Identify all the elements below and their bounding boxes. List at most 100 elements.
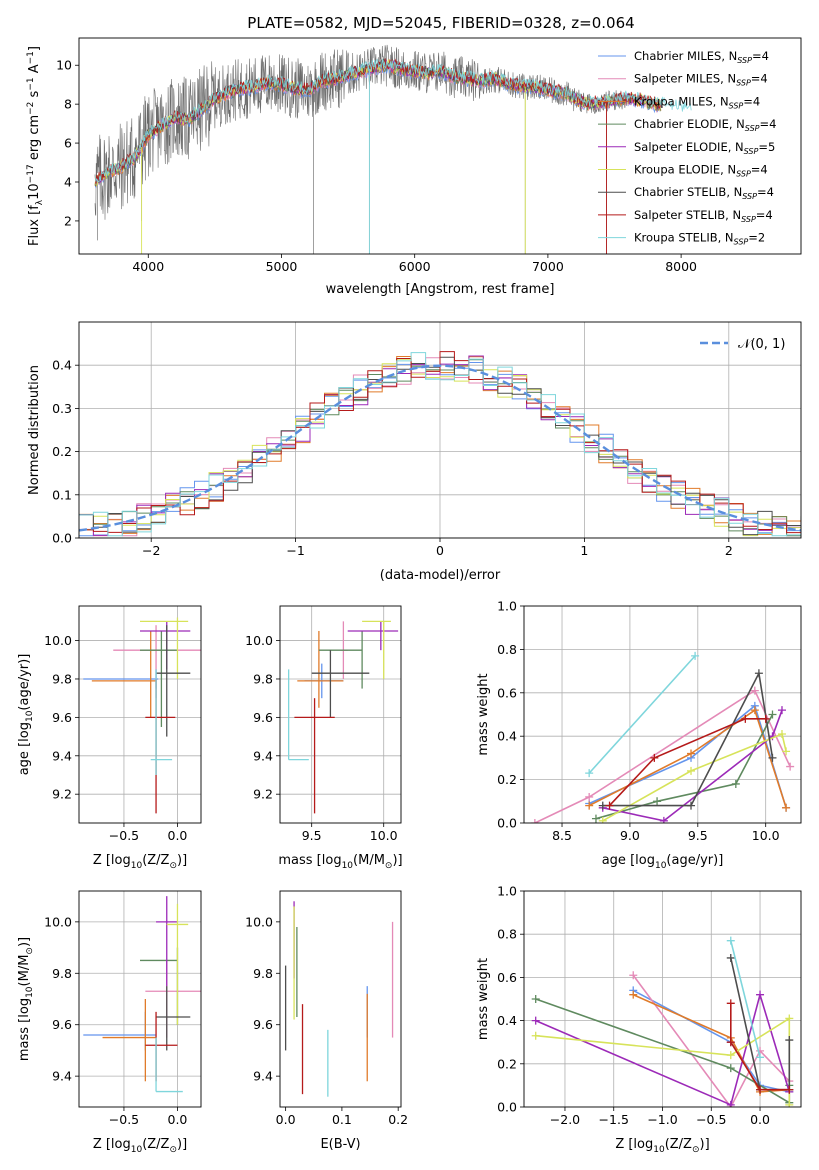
weight-line-3 xyxy=(588,708,787,809)
legend-label: Kroupa ELODIE, NSSP=4 xyxy=(634,163,768,179)
y-tick-label: 1.0 xyxy=(497,884,517,899)
y-tick-label: 0.4 xyxy=(52,358,72,373)
x-tick-label: 7000 xyxy=(532,259,564,274)
y-tick-label: 0.0 xyxy=(497,816,517,831)
weight-marker xyxy=(756,990,765,999)
legend-label: Kroupa MILES, NSSP=4 xyxy=(634,94,760,110)
x-tick-label: 0 xyxy=(436,543,444,558)
weight-marker xyxy=(768,710,777,719)
x-tick-label: 9.5 xyxy=(302,828,322,843)
legend-label: Chabrier STELIB, NSSP=4 xyxy=(634,185,774,201)
weight-line-4 xyxy=(595,714,774,820)
x-axis-label: (data-model)/error xyxy=(380,568,501,583)
legend-label: 𝒩(0, 1) xyxy=(738,337,785,352)
x-tick-label: 0.0 xyxy=(168,828,188,843)
weight-marker xyxy=(785,1085,794,1094)
weight-marker xyxy=(756,1053,765,1062)
mass-vs-extinction-panel-plot-area xyxy=(284,901,394,1097)
legend-label: Kroupa STELIB, NSSP=2 xyxy=(634,231,765,247)
y-tick-label: 9.4 xyxy=(52,748,72,763)
y-tick-label: 0.2 xyxy=(52,444,72,459)
weight-marker xyxy=(659,816,668,823)
weight-marker xyxy=(754,669,763,678)
weight-marker xyxy=(777,730,786,739)
mass-vs-extinction-panel: 0.0 0.1 0.2 9.4 9.6 9.8 10.0 E(B-V) xyxy=(245,890,408,1152)
weight-marker xyxy=(650,753,659,762)
y-tick-label: 9.8 xyxy=(253,671,273,686)
y-tick-label: 9.6 xyxy=(52,710,72,725)
y-tick-label: 2 xyxy=(64,213,72,228)
age-vs-mass-panel-plot-area xyxy=(280,606,401,823)
x-tick-label: −1 xyxy=(286,543,304,558)
y-tick-label: 0.2 xyxy=(497,772,517,787)
axes-frame xyxy=(523,605,802,824)
x-tick-label: 10.0 xyxy=(752,828,780,843)
weight-marker xyxy=(585,801,594,810)
axes-frame xyxy=(78,890,202,1108)
weight-marker xyxy=(585,769,594,778)
y-tick-label: 9.4 xyxy=(253,1069,273,1084)
y-tick-label: 8 xyxy=(64,97,72,112)
y-tick-label: 0.8 xyxy=(497,927,517,942)
x-tick-label: 9.0 xyxy=(620,828,640,843)
y-tick-label: 0.1 xyxy=(52,487,72,502)
weight-line-9 xyxy=(730,940,761,1058)
x-tick-label: 2 xyxy=(725,543,733,558)
residual-histogram-panel-plot-area xyxy=(79,322,801,538)
y-axis-label: age [log10(age/yr)] xyxy=(17,654,35,776)
x-tick-label: 0.0 xyxy=(750,1112,770,1127)
axes-frame xyxy=(78,605,202,824)
spectrum-panel: 4000 5000 6000 7000 8000 2 4 6 8 10 wavelength [An… xyxy=(26,37,802,297)
y-axis-label: mass weight xyxy=(476,673,491,755)
x-axis-label: age [log10(age/yr)] xyxy=(602,853,724,871)
weight-marker xyxy=(598,816,607,823)
y-tick-label: 1.0 xyxy=(497,599,517,614)
x-tick-label: −2.0 xyxy=(550,1112,580,1127)
y-axis-label: mass weight xyxy=(476,958,491,1040)
weight-marker xyxy=(741,714,750,723)
weight-marker xyxy=(531,995,540,1003)
y-tick-label: 10.0 xyxy=(44,914,72,929)
mass-vs-metallicity-panel-plot-area xyxy=(79,891,201,1107)
weight-line-2 xyxy=(534,689,791,823)
weight-vs-age-panel: 8.5 9.0 9.5 10.0 0.0 0.2 0.4 0.6 0.8 1.0 age [log1… xyxy=(476,599,802,871)
weight-marker xyxy=(530,819,539,823)
weight-line-2 xyxy=(632,974,790,1107)
weight-marker xyxy=(629,990,638,999)
weight-marker xyxy=(726,953,735,962)
observed-spectrum xyxy=(94,44,635,220)
axes-frame xyxy=(279,890,402,1108)
residual-histogram-panel: −2 −1 0 1 2 0.0 0.1 0.2 0.3 0.4 (data-model)/error… xyxy=(27,321,802,583)
x-tick-label: 8.5 xyxy=(552,828,572,843)
model-spectrum-9 xyxy=(94,58,692,183)
weight-line-8 xyxy=(608,718,766,807)
y-tick-label: 9.6 xyxy=(253,1017,273,1032)
legend-label: Salpeter ELODIE, NSSP=5 xyxy=(634,140,775,156)
x-tick-label: −1.0 xyxy=(647,1112,677,1127)
y-tick-label: 9.4 xyxy=(52,1069,72,1084)
x-axis-label: mass [log10(M/M⊙)] xyxy=(278,853,402,871)
legend-label: Chabrier MILES, NSSP=4 xyxy=(634,49,769,65)
axes-frame xyxy=(78,37,802,255)
weight-marker xyxy=(782,803,791,812)
weight-marker xyxy=(531,1031,540,1040)
y-tick-label: 0.4 xyxy=(497,1013,517,1028)
x-tick-label: 0.0 xyxy=(276,1112,296,1127)
weight-marker xyxy=(726,1064,735,1073)
mass-vs-metallicity-panel: −0.5 0.0 9.4 9.6 9.8 10.0 Z [log10(Z/Z⊙)] mass … xyxy=(17,890,202,1155)
weight-line-8 xyxy=(730,1003,790,1091)
y-tick-label: 0.3 xyxy=(52,401,72,416)
y-tick-label: 0.6 xyxy=(497,970,517,985)
y-tick-label: 9.8 xyxy=(52,671,72,686)
weight-marker xyxy=(731,779,740,788)
x-axis-label: Z [log10(Z/Z⊙)] xyxy=(615,1137,709,1155)
x-tick-label: 0.0 xyxy=(168,1112,188,1127)
x-tick-label: 4000 xyxy=(132,259,164,274)
weight-marker xyxy=(605,801,614,810)
weight-line-5 xyxy=(602,709,783,822)
x-axis-label: wavelength [Angstrom, rest frame] xyxy=(326,282,555,297)
y-axis-label: Flux [fλ10−17 erg cm−2 s−1 A−1] xyxy=(26,46,45,246)
x-tick-label: 5000 xyxy=(266,259,298,274)
y-tick-label: 9.6 xyxy=(253,710,273,725)
spectrum-legend: Chabrier MILES, NSSP=4 Salpeter MILES, NS… xyxy=(598,49,776,247)
